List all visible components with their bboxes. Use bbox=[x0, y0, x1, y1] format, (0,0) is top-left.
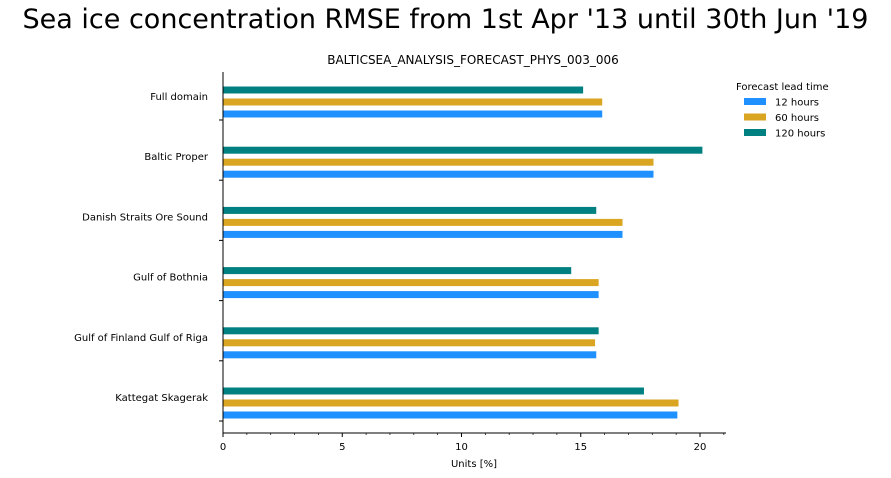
x-tick-label: 5 bbox=[339, 442, 345, 453]
bar bbox=[223, 206, 597, 214]
legend-swatch bbox=[744, 113, 766, 121]
bar bbox=[223, 327, 599, 335]
y-tick-label: Gulf of Bothnia bbox=[133, 273, 208, 284]
x-tick-label: 15 bbox=[574, 442, 587, 453]
chart-subtitle: BALTICSEA_ANALYSIS_FORECAST_PHYS_003_006 bbox=[327, 53, 619, 67]
x-axis-label: Units [%] bbox=[451, 459, 497, 470]
legend-swatch bbox=[744, 98, 766, 105]
bar bbox=[223, 170, 654, 178]
y-tick-label: Baltic Proper bbox=[144, 152, 209, 163]
x-ticks-group: 0 5 10 15 20 bbox=[220, 433, 725, 453]
bar bbox=[223, 230, 623, 238]
bar bbox=[223, 339, 596, 347]
y-tick-label: Gulf of Finland Gulf of Riga bbox=[74, 333, 208, 344]
legend-label: 60 hours bbox=[775, 113, 819, 124]
bar bbox=[223, 158, 654, 166]
bar bbox=[223, 387, 644, 395]
legend-label: 120 hours bbox=[775, 129, 825, 140]
y-tick-label: Danish Straits Ore Sound bbox=[82, 212, 208, 223]
legend-swatch bbox=[744, 129, 766, 136]
bar bbox=[223, 291, 599, 299]
figure-title: Sea ice concentration RMSE from 1st Apr … bbox=[22, 4, 869, 35]
y-ticks-group: Full domain Baltic Proper Danish Straits O… bbox=[74, 92, 223, 422]
bar bbox=[223, 110, 603, 118]
bar bbox=[223, 146, 703, 154]
bar bbox=[223, 351, 597, 359]
y-tick-label: Full domain bbox=[150, 92, 208, 103]
bar bbox=[223, 279, 599, 287]
legend-title: Forecast lead time bbox=[736, 82, 829, 93]
bar bbox=[223, 267, 572, 275]
bar bbox=[223, 86, 584, 94]
x-tick-label: 10 bbox=[455, 442, 468, 453]
bar bbox=[223, 399, 679, 407]
legend: Forecast lead time 12 hours 60 hours 120 ho… bbox=[736, 82, 829, 140]
y-tick-label: Kattegat Skagerak bbox=[115, 393, 208, 404]
bar bbox=[223, 411, 678, 419]
x-tick-label: 20 bbox=[694, 442, 707, 453]
bars-group bbox=[223, 86, 703, 419]
bar bbox=[223, 98, 603, 106]
bar bbox=[223, 218, 623, 226]
legend-label: 12 hours bbox=[775, 98, 819, 109]
x-tick-label: 0 bbox=[220, 442, 226, 453]
